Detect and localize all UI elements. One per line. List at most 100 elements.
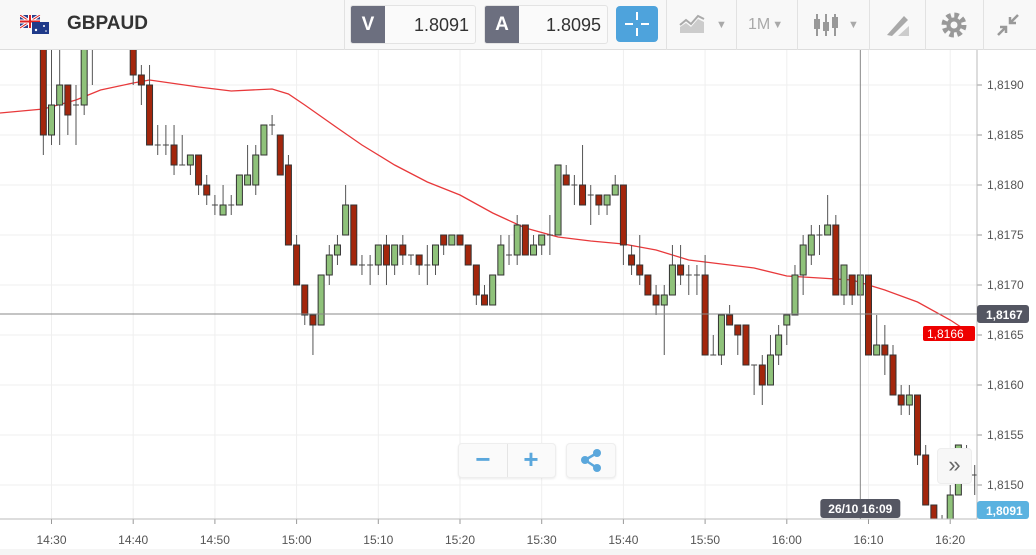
candle-down (146, 84, 154, 146)
x-tick-label: 15:50 (690, 533, 720, 547)
candle-down (677, 264, 685, 276)
crosshair-time-badge (820, 499, 901, 518)
candle-down (415, 254, 423, 266)
x-tick-label: 15:00 (282, 533, 312, 547)
x-tick-label: 16:20 (935, 533, 965, 547)
x-tick-label: 14:50 (200, 533, 230, 547)
candle-down (170, 144, 178, 166)
chevron-down-icon: ▼ (716, 19, 727, 31)
candle-down (129, 50, 137, 76)
moving-average-line (0, 79, 976, 337)
x-tick-label: 15:10 (363, 533, 393, 547)
y-tick-label: 1,8190 (987, 78, 1024, 92)
candle-up (333, 244, 341, 256)
price-chart[interactable]: 1,81901,81851,81801,81751,81701,81651,81… (0, 50, 1036, 555)
zoom-controls: − + (458, 443, 556, 478)
share-button[interactable] (566, 443, 616, 478)
candle-down (914, 394, 922, 456)
instrument-symbol: GBPAUD (67, 13, 148, 34)
footer-strip (0, 549, 1036, 555)
zoom-in-button[interactable]: + (523, 444, 539, 474)
candle-up (448, 234, 456, 246)
chevron-down-icon: ▼ (848, 19, 859, 31)
candle-down (758, 364, 766, 386)
candle-up (48, 104, 55, 136)
buy-price-button[interactable]: A 1.8095 (484, 5, 608, 44)
x-tick-label: 15:30 (527, 533, 557, 547)
candle-up (905, 394, 913, 406)
candle-up (244, 174, 252, 186)
candle-up (668, 264, 676, 296)
candle-up (80, 50, 88, 106)
candle-down (399, 244, 407, 256)
candle-up (497, 244, 505, 276)
divider (797, 0, 798, 50)
chart-type-button[interactable]: ▼ (678, 8, 727, 42)
candle-up (325, 254, 333, 276)
sell-tag: V (351, 6, 385, 43)
candle-down (652, 294, 660, 306)
divider (736, 0, 737, 50)
candle-down (456, 234, 464, 246)
candle-up (840, 264, 848, 296)
candle-style-button[interactable]: ▼ (812, 8, 859, 42)
candle-up (235, 174, 243, 206)
crosshair-icon (625, 12, 649, 36)
candle-up (783, 314, 791, 326)
candle-down (595, 194, 603, 206)
chart-background (0, 50, 1036, 555)
chart-type-icon (679, 14, 705, 33)
crosshair-button[interactable] (616, 6, 658, 42)
candle-down (922, 454, 930, 506)
x-tick-label: 15:40 (608, 533, 638, 547)
candle-up (873, 344, 881, 356)
crosshair-price-label: 1,8167 (986, 308, 1023, 322)
divider (925, 0, 926, 50)
sell-price: 1.8091 (413, 15, 469, 35)
sell-price-button[interactable]: V 1.8091 (350, 5, 476, 44)
divider (666, 0, 667, 50)
candle-up (374, 244, 382, 266)
candle-up (538, 234, 546, 246)
candle-up (252, 154, 260, 186)
candle-down (203, 184, 211, 196)
candle-down (472, 264, 480, 296)
candle-down (276, 134, 284, 176)
x-tick-label: 14:30 (36, 533, 66, 547)
settings-button[interactable] (940, 8, 968, 42)
toolbar: GBPAUD V 1.8091 A 1.8095 ▼ 1M ▼ ▼ (0, 0, 1036, 50)
candle-down (579, 184, 587, 206)
candle-down (464, 244, 472, 266)
candle-up (260, 124, 268, 156)
candle-down (64, 84, 72, 116)
timeframe-button[interactable]: 1M ▼ (748, 8, 783, 42)
candle-up (489, 274, 497, 306)
candle-up (317, 274, 325, 326)
candle-up (799, 244, 807, 276)
x-tick-label: 14:40 (118, 533, 148, 547)
candle-up (660, 294, 668, 306)
grid (0, 50, 1036, 555)
y-tick-label: 1,8150 (987, 478, 1024, 492)
candle-down (301, 284, 309, 316)
zoom-out-button[interactable]: − (459, 444, 508, 477)
axes: 1,81901,81851,81801,81751,81701,81651,81… (0, 50, 1036, 555)
share-icon (581, 449, 601, 472)
candle-down (481, 294, 489, 306)
scroll-to-latest-button[interactable]: » (937, 448, 972, 484)
candle-up (824, 224, 832, 236)
y-tick-label: 1,8155 (987, 428, 1024, 442)
drawing-tool-icon (887, 16, 909, 36)
candle-up (186, 154, 194, 166)
candle-down (742, 324, 750, 366)
buy-tag: A (485, 6, 519, 43)
y-tick-label: 1,8180 (987, 178, 1024, 192)
candle-up (611, 184, 619, 196)
drawing-tools-button[interactable] (884, 8, 910, 42)
collapse-button[interactable] (995, 8, 1021, 42)
candle-up (807, 234, 815, 256)
last-price-label: 1,8091 (986, 504, 1023, 518)
candle-down (562, 174, 570, 186)
candle-down (865, 274, 872, 356)
x-tick-label: 15:20 (445, 533, 475, 547)
